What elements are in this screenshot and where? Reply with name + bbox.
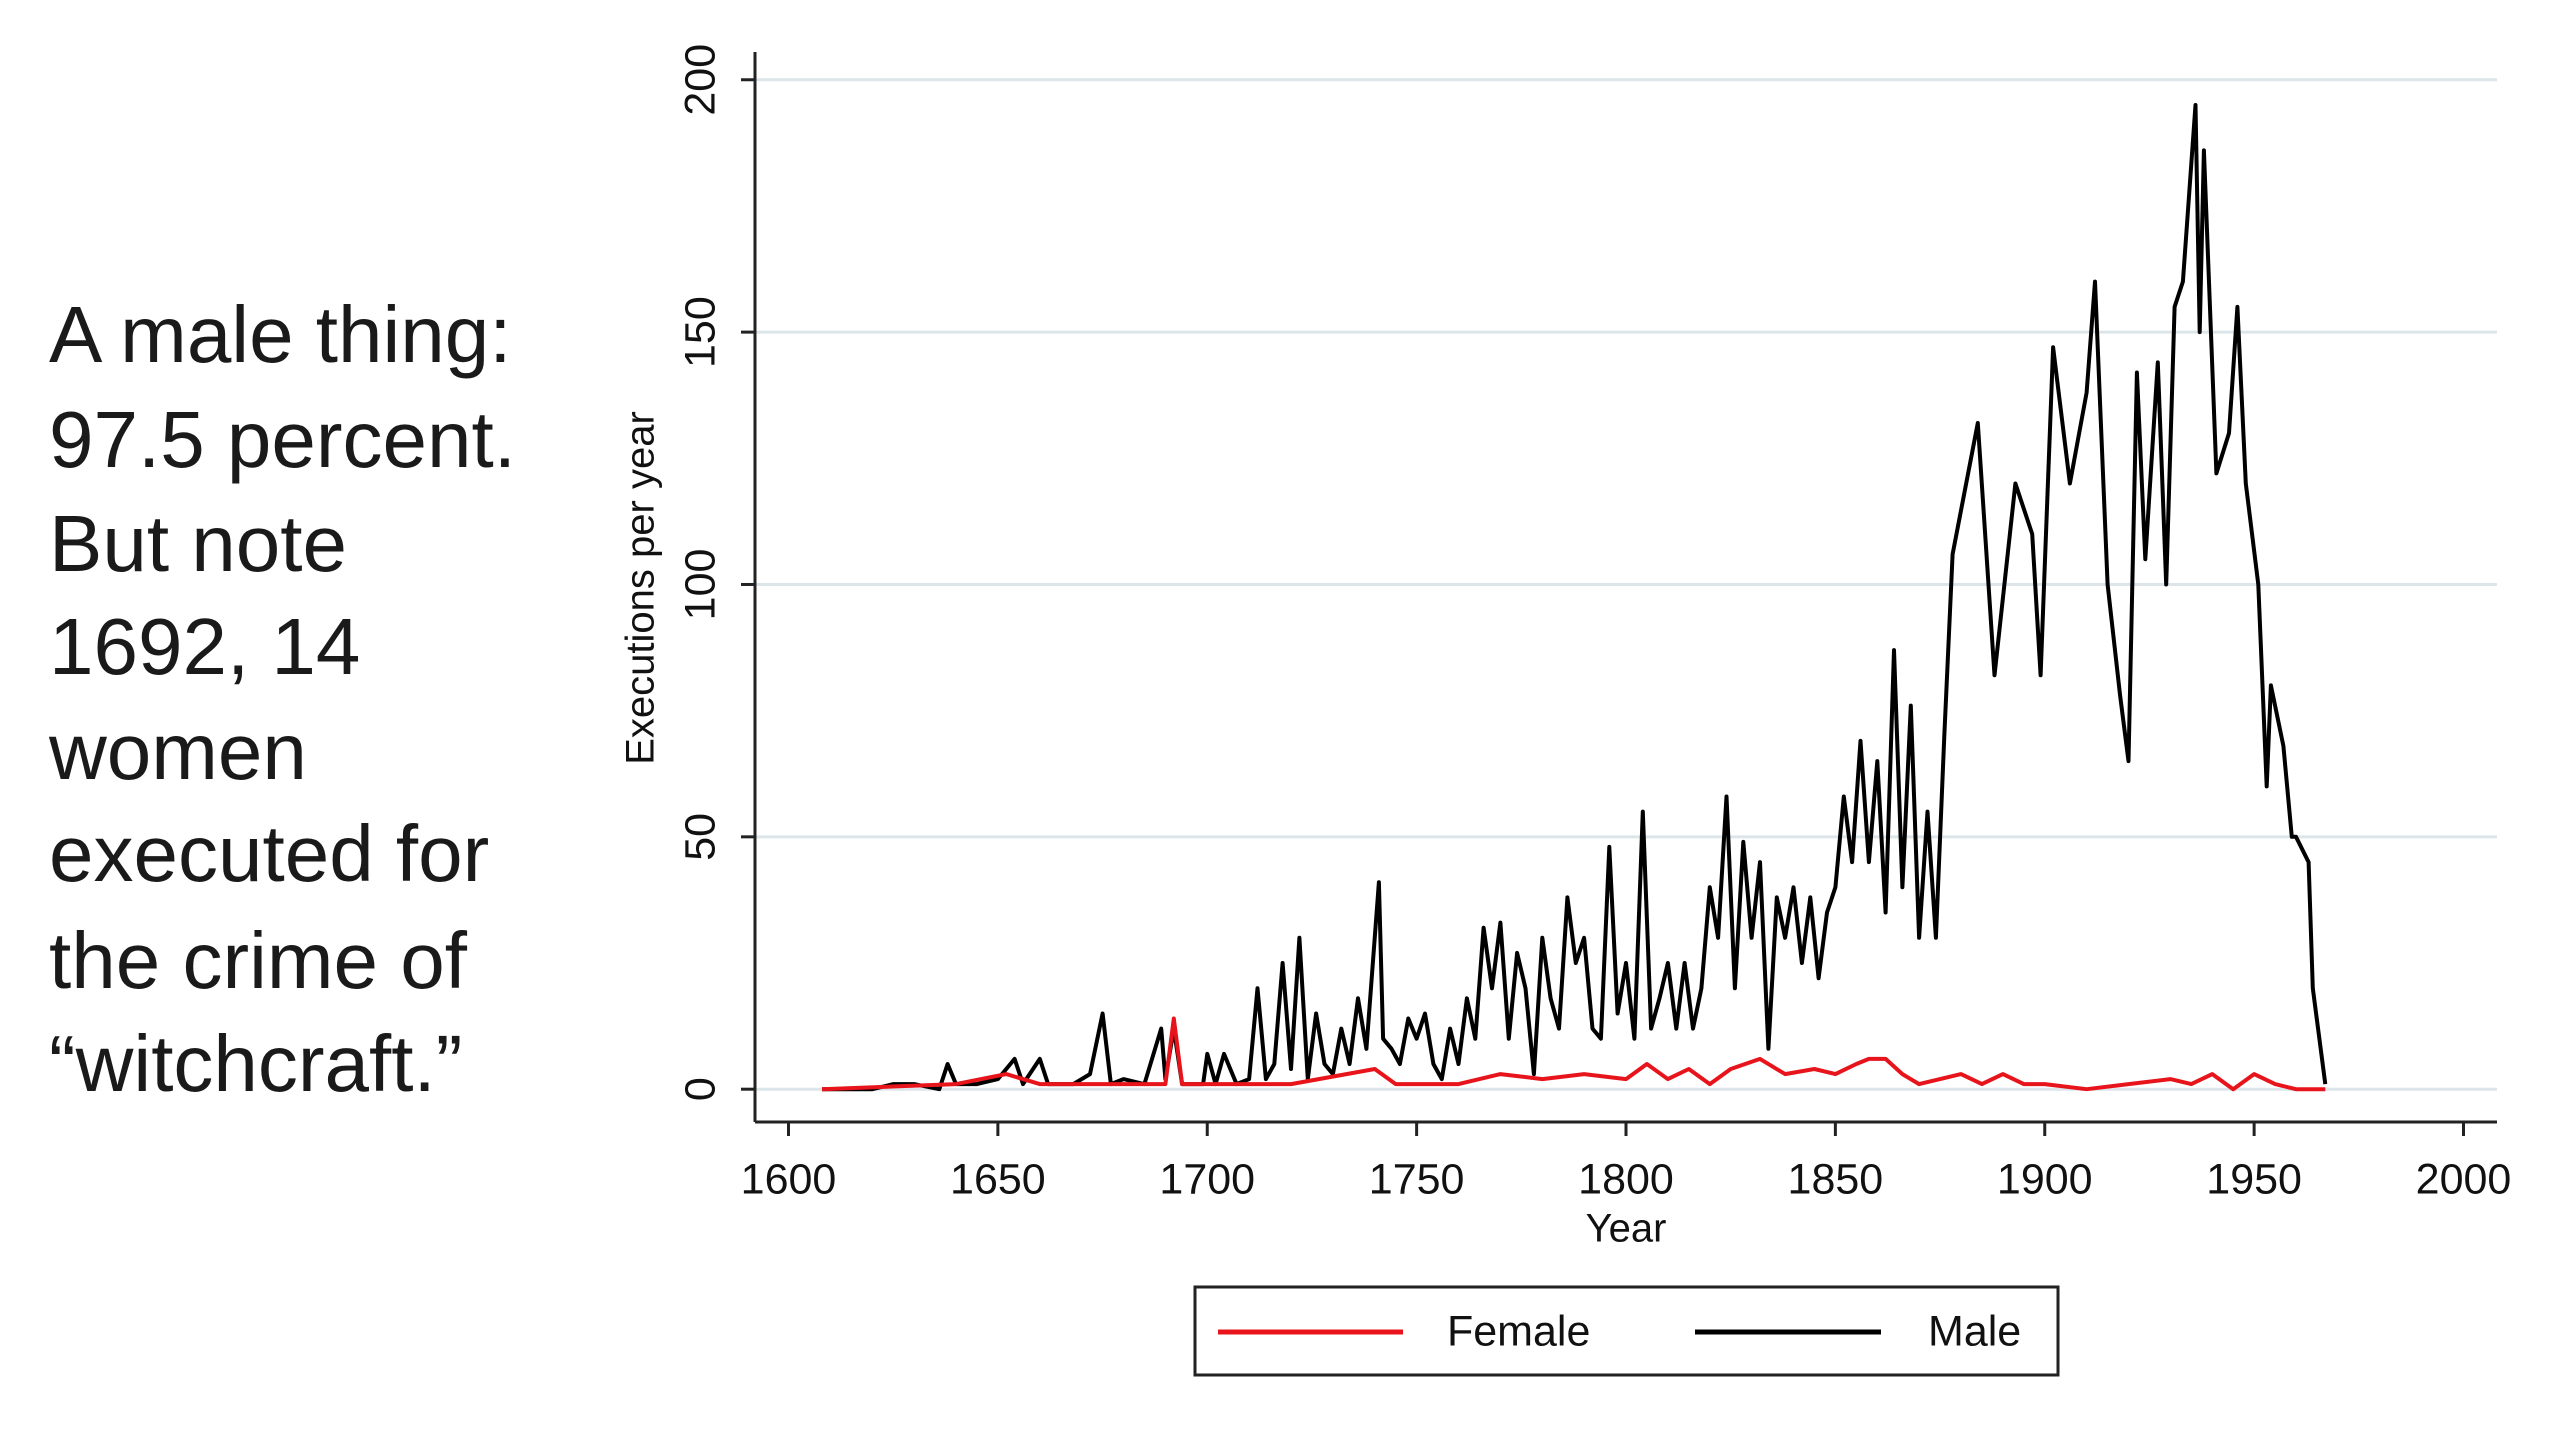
y-tick-label: 200 bbox=[676, 44, 724, 116]
annotation-line: 97.5 percent. bbox=[49, 395, 516, 484]
y-tick-label: 150 bbox=[676, 296, 724, 368]
y-axis-title: Executions per year bbox=[619, 411, 663, 765]
annotation-line: executed for bbox=[49, 809, 489, 898]
legend-label: Male bbox=[1928, 1307, 2021, 1355]
legend-label: Female bbox=[1447, 1307, 1590, 1355]
x-tick-label: 2000 bbox=[2416, 1155, 2512, 1203]
x-tick-label: 1950 bbox=[2206, 1155, 2302, 1203]
series-line bbox=[821, 1016, 2326, 1092]
annotation-line: women bbox=[48, 707, 307, 796]
annotation-line: A male thing: bbox=[49, 290, 512, 379]
x-tick-label: 1700 bbox=[1159, 1155, 1255, 1203]
series-line bbox=[822, 103, 2328, 1092]
y-tick-label: 100 bbox=[676, 549, 724, 621]
annotation-line: “witchcraft.” bbox=[49, 1019, 462, 1108]
x-tick-label: 1600 bbox=[741, 1155, 837, 1203]
y-tick-label: 50 bbox=[676, 813, 724, 861]
annotation-line: But note bbox=[49, 499, 347, 588]
x-tick-label: 1750 bbox=[1369, 1155, 1465, 1203]
x-axis-title: Year bbox=[1586, 1207, 1667, 1251]
x-tick-label: 1850 bbox=[1788, 1155, 1884, 1203]
x-tick-label: 1900 bbox=[1997, 1155, 2093, 1203]
annotation-line: the crime of bbox=[49, 916, 468, 1005]
y-tick-label: 0 bbox=[676, 1077, 724, 1101]
x-tick-label: 1800 bbox=[1578, 1155, 1674, 1203]
x-tick-label: 1650 bbox=[950, 1155, 1046, 1203]
annotation-line: 1692, 14 bbox=[49, 602, 360, 691]
